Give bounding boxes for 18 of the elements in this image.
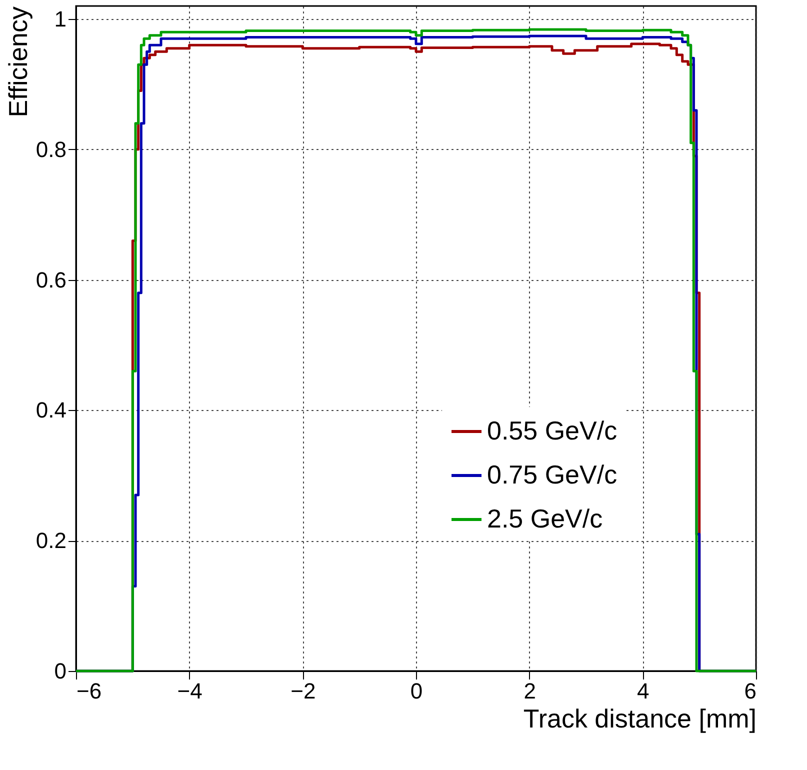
- y-tick-label: 0.8: [36, 136, 66, 162]
- y-tick-label: 0.4: [36, 398, 66, 423]
- x-tick-label: 2: [524, 678, 536, 704]
- y-axis-title: Efficiency: [2, 6, 33, 118]
- y-tick-label: 0.2: [36, 528, 66, 554]
- y-tick-label: 0: [54, 658, 66, 684]
- x-axis-title: Track distance [mm]: [523, 704, 756, 734]
- legend-label: 2.5 GeV/c: [487, 504, 603, 534]
- x-tick-label: −2: [290, 678, 316, 704]
- x-tick-label: 6: [744, 678, 756, 704]
- legend-label: 0.75 GeV/c: [487, 460, 618, 490]
- y-tick-label: 0.6: [36, 267, 66, 292]
- y-tick-label: 1: [54, 6, 66, 32]
- legend-label: 0.55 GeV/c: [487, 416, 618, 446]
- x-tick-label: −6: [76, 678, 102, 704]
- x-tick-label: 4: [637, 678, 650, 704]
- x-tick-label: −4: [177, 678, 202, 704]
- x-tick-label: 0: [410, 678, 423, 704]
